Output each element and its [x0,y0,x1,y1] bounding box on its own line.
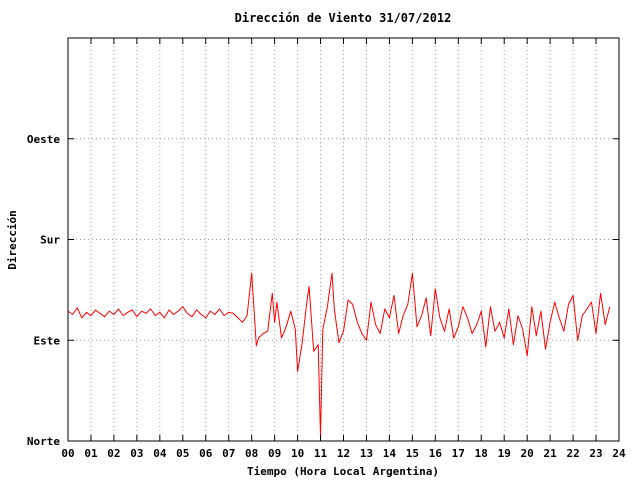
x-tick-label: 21 [544,447,558,460]
x-axis-label: Tiempo (Hora Local Argentina) [247,465,439,478]
x-tick-label: 12 [337,447,350,460]
x-tick-label: 08 [245,447,258,460]
x-tick-label: 02 [107,447,120,460]
y-tick-label: Este [34,334,61,347]
series-line [67,272,611,437]
x-tick-label: 24 [612,447,626,460]
y-axis-ticks: Norte Este Sur Oeste [27,133,619,448]
x-tick-label: 16 [429,447,443,460]
x-tick-label: 20 [521,447,534,460]
x-tick-label: 03 [130,447,143,460]
x-axis-ticks: 00 01 02 03 04 05 06 07 08 09 10 11 12 13 14 15 16 17 18 19… [61,38,626,460]
y-tick-label: Sur [40,234,60,247]
x-tick-label: 13 [360,447,373,460]
chart-title: Dirección de Viento 31/07/2012 [235,11,452,25]
x-tick-label: 01 [84,447,98,460]
series-layer [67,272,611,437]
x-tick-label: 18 [475,447,488,460]
y-tick-label: Oeste [27,133,60,146]
x-tick-label: 05 [176,447,189,460]
x-tick-label: 10 [291,447,304,460]
y-axis-label: Dirección [6,210,19,270]
x-tick-label: 19 [498,447,511,460]
x-tick-label: 17 [452,447,465,460]
x-tick-label: 11 [314,447,328,460]
x-tick-label: 07 [222,447,235,460]
x-tick-label: 06 [199,447,213,460]
x-tick-label: 09 [268,447,281,460]
x-tick-label: 00 [61,447,74,460]
x-tick-label: 23 [589,447,602,460]
x-tick-label: 22 [566,447,579,460]
x-tick-label: 04 [153,447,167,460]
y-tick-label: Norte [27,435,60,448]
x-tick-label: 15 [406,447,419,460]
x-tick-label: 14 [383,447,397,460]
